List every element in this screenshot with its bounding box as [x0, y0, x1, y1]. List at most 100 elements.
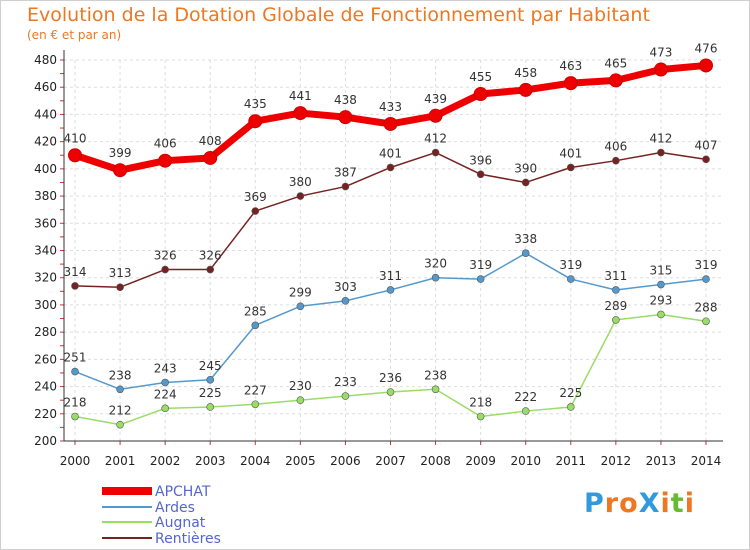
data-label: 245	[199, 359, 222, 373]
data-label: 293	[649, 293, 672, 307]
x-tick-label: 2004	[240, 454, 271, 468]
data-label: 311	[604, 269, 627, 283]
data-label: 289	[604, 299, 627, 313]
data-point	[206, 375, 215, 384]
data-label: 380	[289, 175, 312, 189]
y-tick-label: 280	[34, 325, 57, 339]
data-point	[116, 420, 124, 429]
x-tick-label: 2002	[150, 454, 181, 468]
data-point	[71, 412, 79, 421]
data-point	[653, 62, 668, 77]
data-point	[521, 249, 530, 258]
data-point	[293, 106, 308, 121]
data-label: 225	[559, 386, 582, 400]
data-label: 369	[244, 190, 267, 204]
logo-letter: P	[584, 488, 605, 519]
data-point	[338, 110, 353, 125]
data-label: 320	[424, 257, 447, 271]
y-tick-label: 380	[34, 189, 57, 203]
chart-title: Evolution de la Dotation Globale de Fonc…	[27, 4, 650, 26]
x-tick-label: 2009	[465, 454, 496, 468]
data-point	[431, 385, 440, 394]
y-tick-label: 440	[34, 107, 57, 121]
data-point	[113, 163, 128, 178]
data-label: 326	[199, 249, 222, 263]
data-label: 233	[334, 375, 357, 389]
y-tick-label: 460	[34, 80, 57, 94]
x-tick-label: 2010	[510, 454, 541, 468]
data-point	[341, 297, 350, 305]
x-tick-label: 2011	[556, 454, 587, 468]
data-label: 303	[334, 280, 357, 294]
data-point	[206, 265, 215, 274]
data-label: 319	[469, 258, 492, 272]
data-point	[251, 321, 260, 330]
data-label: 406	[154, 137, 177, 151]
data-point	[431, 273, 440, 282]
y-tick-label: 340	[34, 244, 57, 258]
x-tick-label: 2007	[375, 454, 406, 468]
data-label: 390	[514, 161, 537, 175]
data-point	[251, 207, 260, 215]
data-point	[518, 82, 533, 97]
data-label: 476	[695, 41, 718, 55]
data-label: 435	[244, 97, 267, 111]
data-point	[116, 385, 124, 394]
data-label: 225	[199, 386, 222, 400]
data-point	[71, 282, 79, 290]
data-point	[203, 150, 218, 165]
data-label: 441	[289, 89, 312, 103]
y-tick-label: 400	[34, 162, 57, 176]
data-label: 433	[379, 100, 402, 114]
logo-letter: X	[638, 488, 661, 519]
data-point	[702, 155, 710, 164]
y-tick-label: 360	[34, 216, 57, 230]
data-point	[386, 388, 395, 396]
data-label: 407	[695, 138, 718, 152]
data-point	[473, 87, 488, 102]
x-tick-label: 2000	[60, 454, 91, 468]
data-label: 458	[514, 66, 537, 80]
x-tick-label: 2014	[691, 454, 722, 468]
data-point	[341, 182, 350, 191]
data-label: 288	[695, 300, 718, 314]
proxiti-logo: ProXiti	[584, 488, 695, 519]
y-tick-label: 300	[34, 298, 57, 312]
data-point	[161, 404, 169, 413]
data-label: 243	[154, 361, 177, 375]
legend-label: Rentières	[155, 531, 221, 547]
logo-letter: t	[670, 488, 685, 519]
data-point	[296, 192, 305, 200]
data-point	[657, 280, 665, 289]
logo-letter: i	[660, 488, 671, 519]
y-tick-label: 320	[34, 271, 57, 285]
data-label: 463	[559, 59, 582, 73]
data-label: 222	[514, 390, 537, 404]
data-label: 455	[469, 70, 492, 84]
data-label: 438	[334, 93, 357, 107]
axes: 200 220 240 260 280 300 320 340 360 380 400 420 440 4…	[34, 50, 723, 468]
legend-label: Ardes	[155, 500, 195, 516]
data-point	[383, 116, 398, 131]
data-label: 285	[244, 304, 267, 318]
data-point	[161, 265, 169, 274]
data-point	[521, 407, 530, 415]
data-point	[428, 108, 443, 123]
data-label: 412	[649, 132, 672, 146]
x-tick-label: 2013	[646, 454, 677, 468]
data-label: 473	[649, 46, 672, 60]
legend-label: APCHAT	[155, 484, 211, 500]
data-point	[476, 275, 485, 283]
data-point	[476, 412, 485, 421]
data-label: 224	[154, 387, 177, 401]
data-point	[206, 403, 215, 411]
data-label: 313	[109, 266, 132, 280]
data-label: 439	[424, 92, 447, 106]
data-label: 238	[109, 368, 132, 382]
data-label: 412	[424, 132, 447, 146]
logo-letter: i	[684, 488, 695, 519]
x-tick-label: 2008	[420, 454, 451, 468]
data-point	[476, 170, 485, 179]
data-point	[296, 302, 305, 311]
